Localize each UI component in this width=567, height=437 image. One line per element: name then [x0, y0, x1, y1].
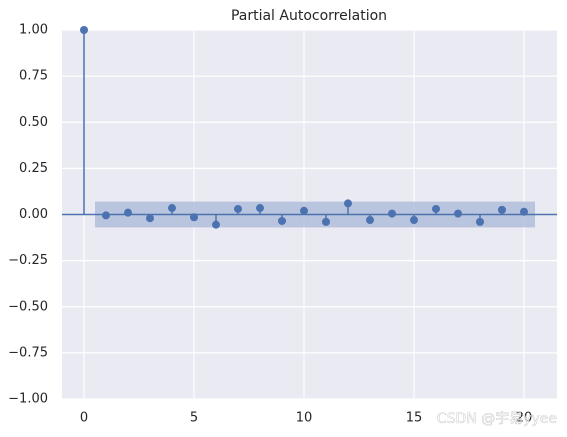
stem-marker	[476, 217, 484, 226]
stem-marker	[278, 216, 286, 225]
watermark: CSDN @宇易yyee	[437, 411, 557, 427]
stem-marker	[168, 204, 176, 213]
y-tick-label: 0.50	[19, 115, 48, 130]
chart-title: Partial Autocorrelation	[231, 8, 387, 24]
x-tick-label: 5	[190, 411, 198, 426]
stem-marker	[256, 204, 264, 213]
stem-marker	[454, 209, 462, 218]
stem-marker	[102, 211, 110, 220]
stem-marker	[212, 220, 220, 229]
stem-marker	[410, 216, 418, 225]
stem-marker	[190, 213, 198, 222]
stem-marker	[234, 204, 242, 213]
x-tick-label: 0	[80, 411, 88, 426]
x-tick-label: 15	[406, 411, 423, 426]
x-tick-label: 20	[516, 411, 533, 426]
y-tick-label: −0.75	[8, 345, 48, 360]
stem-marker	[146, 214, 154, 223]
y-tick-label: −1.00	[8, 392, 48, 407]
y-tick-label: 0.75	[19, 69, 48, 84]
stem-marker	[124, 208, 132, 217]
stem-marker	[300, 206, 308, 215]
stem-marker	[344, 199, 352, 208]
stem-marker	[388, 209, 396, 218]
y-tick-label: 0.00	[19, 207, 48, 222]
stem-marker	[366, 216, 374, 225]
y-tick-label: 1.00	[19, 23, 48, 38]
stem-marker	[520, 207, 528, 216]
stem-marker	[80, 26, 88, 34]
y-tick-label: 0.25	[19, 161, 48, 176]
stem-marker	[432, 204, 440, 213]
stem-marker	[498, 205, 506, 214]
y-tick-label: −0.25	[8, 253, 48, 268]
x-tick-label: 10	[296, 411, 313, 426]
y-tick-label: −0.50	[8, 299, 48, 314]
stem-marker	[322, 217, 330, 226]
